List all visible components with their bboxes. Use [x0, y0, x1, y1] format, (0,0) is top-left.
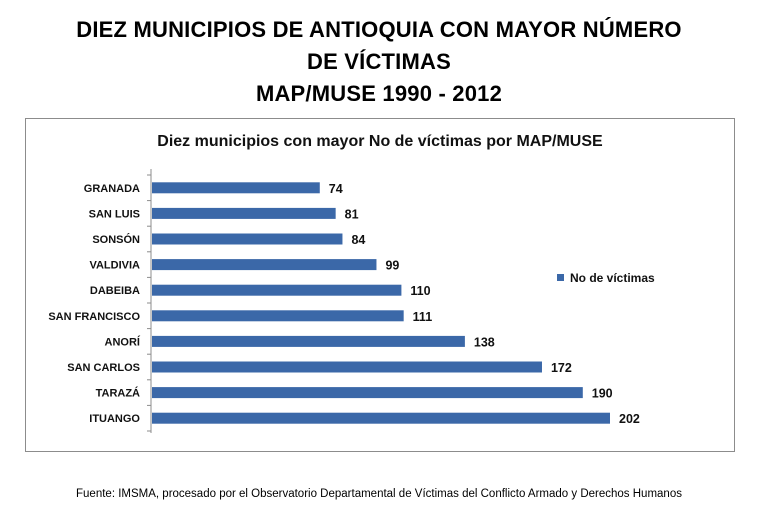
bar-chart: GRANADA 74 SAN LUIS 81 SONSÓN 84 VALDIVIA 99 DAB…: [48, 169, 655, 433]
bar: [152, 412, 610, 424]
main-title: DIEZ MUNICIPIOS DE ANTIOQUIA CON MAYOR N…: [0, 14, 758, 110]
y-tick-label: VALDIVIA: [89, 260, 140, 272]
data-label: 110: [410, 284, 430, 298]
y-tick-label: SONSÓN: [92, 233, 140, 246]
data-label: 190: [592, 387, 613, 401]
bar: [152, 361, 542, 373]
y-tick-label: ANORÍ: [105, 335, 141, 348]
data-label: 74: [329, 182, 343, 196]
bar: [152, 284, 402, 296]
main-title-line-2: DE VÍCTIMAS: [307, 49, 451, 74]
bar: [152, 182, 320, 194]
main-title-line-3: MAP/MUSE 1990 - 2012: [255, 81, 503, 106]
source-footnote: Fuente: IMSMA, procesado por el Observat…: [76, 488, 682, 500]
legend-label: No de víctimas: [570, 271, 655, 285]
main-title-line-1: DIEZ MUNICIPIOS DE ANTIOQUIA CON MAYOR N…: [76, 17, 682, 42]
y-tick-label: GRANADA: [84, 183, 140, 195]
bar: [152, 233, 343, 245]
y-tick-label: SAN FRANCISCO: [48, 311, 140, 323]
legend-swatch: [557, 274, 564, 281]
bar: [152, 207, 336, 219]
data-label: 202: [619, 412, 640, 426]
data-label: 138: [474, 335, 495, 349]
bar: [152, 259, 377, 271]
y-tick-label: TARAZÁ: [96, 387, 140, 400]
data-label: 172: [551, 361, 572, 375]
y-tick-label: SAN LUIS: [89, 208, 140, 220]
data-label: 84: [351, 233, 365, 247]
y-tick-label: ITUANGO: [89, 413, 140, 425]
bar: [152, 335, 465, 347]
data-label: 81: [345, 207, 359, 221]
bar: [152, 387, 583, 399]
bar: [152, 310, 404, 322]
data-label: 99: [385, 259, 399, 273]
y-tick-label: SAN CARLOS: [67, 362, 140, 374]
data-label: 111: [413, 310, 433, 324]
chart-frame: Diez municipios con mayor No de víctimas…: [25, 118, 735, 452]
chart-title: Diez municipios con mayor No de víctimas…: [157, 133, 603, 150]
y-tick-label: DABEIBA: [90, 285, 140, 297]
